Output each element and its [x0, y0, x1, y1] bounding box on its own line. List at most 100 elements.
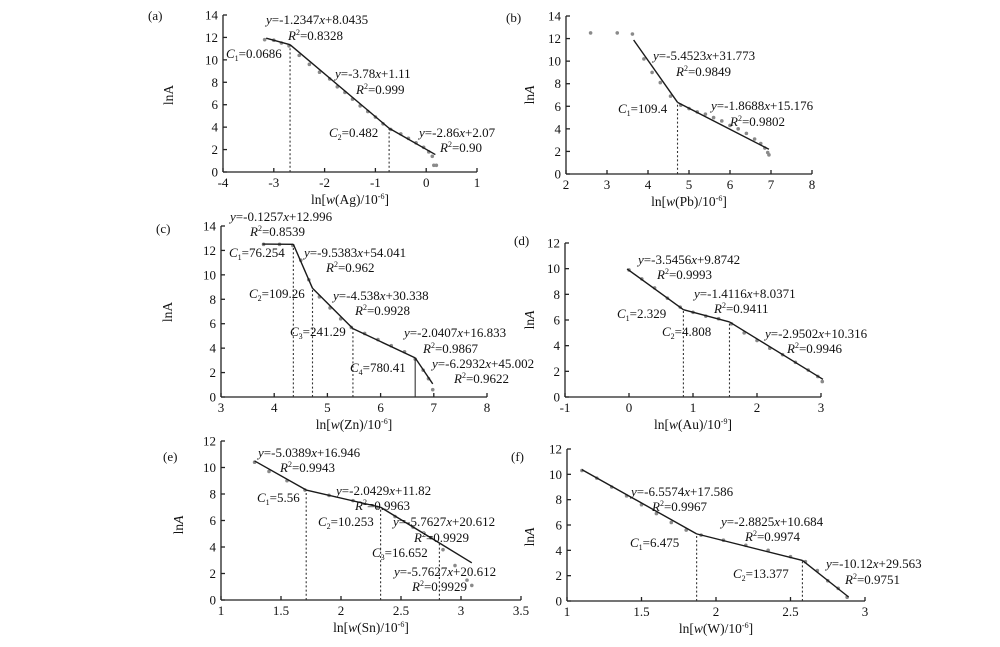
fit-segment [380, 506, 440, 544]
data-point [297, 53, 302, 58]
y-tick-label: 8 [212, 75, 219, 90]
y-tick-label: 10 [549, 467, 562, 482]
data-point [668, 94, 673, 98]
y-tick-label: 2 [210, 566, 217, 581]
x-tick-label: 4 [645, 177, 652, 192]
y-tick-label: 2 [210, 365, 217, 380]
equation-label: y=-5.7627x+20.612 [392, 564, 496, 579]
panel-label: (b) [506, 10, 521, 25]
panel-b: 2 3 4 5 6 7 802468101214(b)lnAln[w(Pb)/10-6]y=… [506, 9, 815, 210]
data-point [615, 31, 620, 35]
threshold-label: C1=6.475 [630, 535, 679, 552]
x-tick-label: 0 [423, 175, 430, 190]
y-tick-label: 6 [555, 99, 562, 114]
r-squared-label: R2=0.8328 [287, 28, 343, 43]
x-tick-label: 2.5 [782, 604, 798, 619]
threshold-label: C2=0.482 [329, 125, 378, 142]
y-tick-label: 12 [549, 442, 562, 457]
r-squared-label: R2=0.9928 [354, 303, 410, 318]
r-squared-label: R2=0.999 [355, 82, 405, 97]
data-point [767, 153, 771, 157]
x-tick-label: 3 [862, 604, 869, 619]
x-tick-label: 3 [604, 177, 611, 192]
r-squared-label: R2=0.9993 [656, 267, 712, 282]
y-tick-label: 14 [548, 9, 562, 24]
equation-label: y=-2.86x+2.07 [417, 125, 496, 140]
data-point [669, 520, 674, 525]
x-tick-label: 2 [563, 177, 570, 192]
panel-e: 1 1.5 2 2.5 3 3.5 0 2 4 6 8 10 12 (e) lnA ln[w(Sn)/10-6… [163, 434, 529, 636]
fit-segment [696, 533, 803, 562]
fit-segment [289, 44, 390, 129]
r-squared-label: R2=0.8539 [249, 224, 305, 239]
y-tick-label: 12 [203, 434, 216, 449]
x-tick-label: 0 [626, 400, 633, 415]
y-tick-label: 2 [555, 144, 562, 159]
r-squared-label: R2=0.9963 [354, 498, 410, 513]
fit-segment [626, 268, 684, 311]
data-point [465, 578, 469, 582]
r-squared-label: R2=0.9802 [729, 114, 785, 129]
panel-d: -1 0 1 2 3024681012(d)lnAln[w(Au)/10-9]y=-3.… [514, 233, 868, 432]
equation-label: y=-2.8825x+10.684 [719, 514, 824, 529]
r-squared-label: R2=0.9751 [844, 572, 900, 587]
x-tick-label: 2 [754, 400, 761, 415]
y-tick-label: 2 [554, 364, 561, 379]
panel-label: (f) [511, 449, 524, 464]
x-tick-label: 8 [484, 400, 491, 415]
x-tick-label: -1 [370, 175, 381, 190]
fit-segment [677, 101, 770, 150]
equation-label: y=-3.78x+1.11 [333, 66, 411, 81]
y-tick-label: 10 [203, 267, 216, 282]
y-axis-title: lnA [522, 310, 537, 330]
data-point [317, 70, 322, 74]
fit-segment [265, 37, 291, 46]
y-tick-label: 12 [205, 30, 218, 45]
y-tick-label: 8 [210, 292, 217, 307]
data-point [650, 70, 654, 75]
r-squared-label: R2=0.9943 [279, 460, 335, 475]
y-tick-label: 0 [556, 594, 563, 609]
x-tick-label: -4 [218, 175, 229, 190]
fit-segment [352, 327, 416, 359]
y-axis-title: lnA [171, 515, 186, 535]
panel-label: (a) [148, 8, 162, 23]
x-tick-label: 2 [338, 603, 345, 618]
y-axis-title: lnA [522, 85, 537, 105]
equation-label: y=-2.0429x+11.82 [334, 483, 431, 498]
equation-label: y=-6.2932x+45.002 [430, 356, 534, 371]
r-squared-label: R2=0.9622 [453, 371, 509, 386]
y-tick-label: 8 [556, 492, 563, 507]
fit-segment [633, 39, 679, 103]
y-tick-label: 6 [554, 313, 561, 328]
data-point [820, 379, 825, 384]
x-tick-label: 1 [564, 604, 571, 619]
data-point [736, 127, 740, 131]
r-squared-label: R2=0.90 [439, 140, 482, 155]
equation-label: y=-2.9502x+10.316 [763, 326, 868, 341]
panel-a: -4 -3 -2 -1 0 102468101214(a)lnAln[w(Ag)/10-6… [148, 8, 496, 208]
data-point [654, 511, 659, 516]
fit-segment [729, 321, 824, 380]
equation-label: y=-3.5456x+9.8742 [636, 252, 740, 267]
r-squared-label: R2=0.9946 [786, 341, 843, 356]
x-tick-label: -2 [319, 175, 330, 190]
threshold-label: C1=109.4 [618, 101, 668, 118]
panel-f: 1 1.5 2 2.5 3 0 2 4 6 8 10 12 (f) lnA ln[w(W)/10-6] y=-… [511, 442, 922, 637]
r-squared-label: R2=0.9974 [744, 529, 801, 544]
y-tick-label: 4 [210, 540, 217, 555]
equation-label: y=-2.0407x+16.833 [402, 325, 506, 340]
data-point [470, 583, 474, 588]
y-tick-label: 12 [548, 31, 561, 46]
data-point [430, 154, 435, 159]
y-tick-label: 6 [556, 518, 563, 533]
y-tick-label: 12 [203, 243, 216, 258]
threshold-label: C4=780.41 [350, 360, 406, 377]
panel-label: (d) [514, 233, 529, 248]
y-tick-label: 4 [554, 338, 561, 353]
fit-segment [254, 460, 307, 491]
x-axis-title: ln[w(Ag)/10-6] [311, 192, 389, 207]
data-point [588, 31, 593, 35]
y-tick-label: 14 [203, 219, 217, 234]
